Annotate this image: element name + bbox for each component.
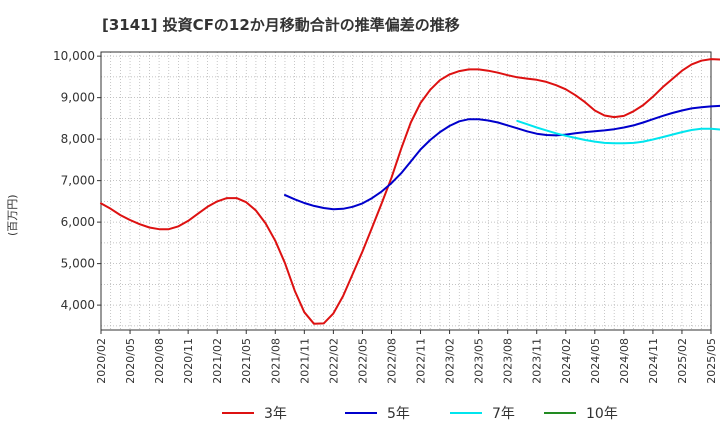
plot-area: [101, 52, 711, 330]
x-tick-label: 2020/02: [95, 338, 108, 384]
x-tick-label: 2020/08: [153, 338, 166, 384]
series-line-1: [284, 104, 720, 211]
y-tick-label: 9,000: [61, 91, 95, 105]
legend-label: 7年: [492, 406, 515, 422]
y-tick-label: 10,000: [53, 49, 95, 63]
plot-border: [100, 51, 712, 331]
series-line-2: [516, 119, 720, 145]
x-tick-label: 2025/02: [676, 338, 689, 384]
y-tick-label: 8,000: [61, 132, 95, 146]
x-tick-label: 2021/11: [298, 338, 311, 384]
y-tick-label: 5,000: [61, 257, 95, 271]
series-line-0: [100, 58, 720, 325]
chart-title: [3141] 投資CFの12か月移動合計の推準偏差の推移: [102, 16, 460, 34]
x-tick-label: 2023/11: [531, 338, 544, 384]
x-tick-label: 2024/05: [589, 338, 602, 384]
y-tick-label: 6,000: [61, 215, 95, 229]
x-tick-label: 2023/05: [473, 338, 486, 384]
x-tick-label: 2020/11: [182, 338, 195, 384]
x-tick-label: 2023/08: [502, 338, 515, 384]
x-tick-label: 2024/08: [618, 338, 631, 384]
x-tick-label: 2022/08: [385, 338, 398, 384]
x-tick-label: 2022/05: [356, 338, 369, 384]
y-tick-label: 4,000: [61, 298, 95, 312]
x-tick-label: 2024/02: [560, 338, 573, 384]
legend-label: 5年: [387, 406, 410, 422]
x-tick-label: 2022/11: [415, 338, 428, 384]
x-tick-label: 2024/11: [647, 338, 660, 384]
y-tick-label: 7,000: [61, 174, 95, 188]
x-tick-label: 2025/05: [705, 338, 718, 384]
x-tick-label: 2021/02: [211, 338, 224, 384]
x-tick-label: 2021/05: [240, 338, 253, 384]
x-tick-label: 2020/05: [124, 338, 137, 384]
x-tick-label: 2021/08: [269, 338, 282, 384]
x-tick-label: 2022/02: [327, 338, 340, 384]
legend-label: 3年: [264, 406, 287, 422]
x-tick-label: 2023/02: [444, 338, 457, 384]
legend-label: 10年: [586, 406, 618, 422]
